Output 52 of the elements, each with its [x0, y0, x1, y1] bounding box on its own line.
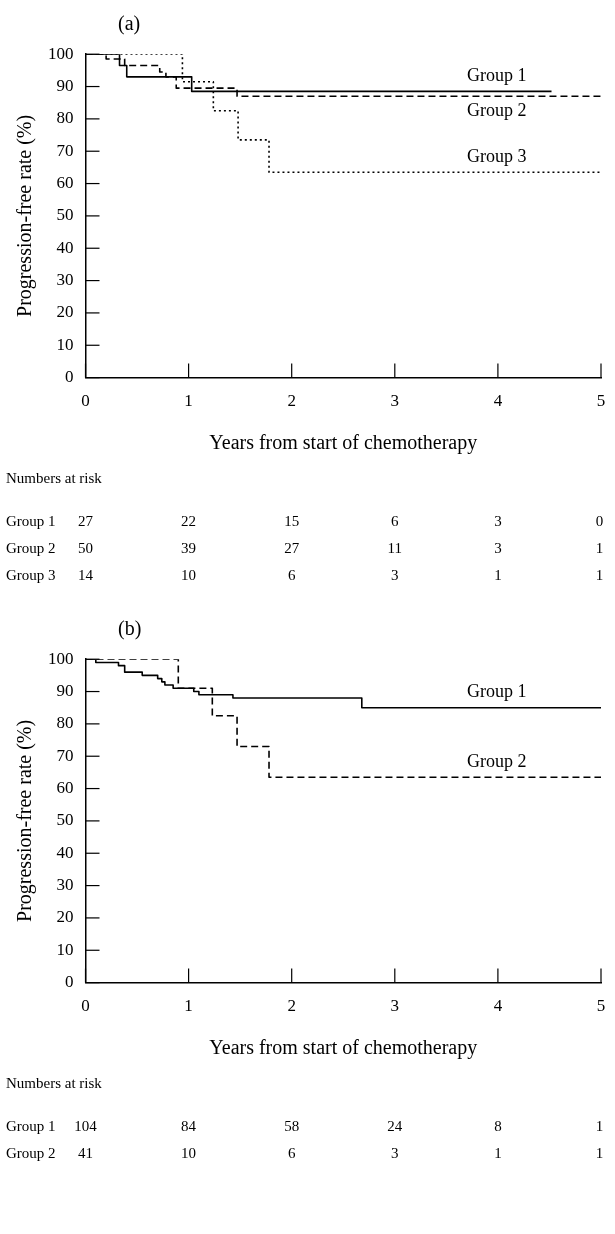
chart-title: (b) — [118, 617, 142, 640]
y-tick-label: 60 — [56, 778, 74, 798]
x-tick-label: 2 — [287, 391, 296, 411]
y-tick-label: 30 — [56, 875, 74, 895]
y-tick-label: 90 — [56, 681, 74, 701]
y-tick-label: 40 — [56, 237, 74, 257]
y-tick-label: 10 — [56, 334, 74, 354]
y-tick-label: 100 — [48, 43, 74, 63]
y-tick-label: 70 — [56, 745, 74, 765]
y-tick-label: 30 — [56, 270, 74, 290]
x-tick-label: 1 — [184, 391, 193, 411]
y-tick-label: 70 — [56, 140, 74, 160]
x-tick-label: 3 — [390, 391, 400, 411]
y-tick-label: 0 — [65, 972, 74, 992]
x-tick-label: 5 — [596, 391, 606, 411]
x-tick-label: 0 — [81, 996, 90, 1016]
y-tick-label: 60 — [56, 173, 74, 193]
x-axis-title: Years from start of chemotherapy — [209, 1036, 478, 1060]
text: Group 3 14 10 6 3 1 1 — [6, 567, 604, 583]
series-label: Group 1 — [466, 65, 527, 86]
x-tick-label: 2 — [287, 996, 296, 1016]
y-tick-label: 100 — [48, 648, 74, 668]
y-axis-title: Progression-free rate (%) — [13, 719, 37, 922]
x-tick-label: 4 — [493, 996, 503, 1016]
x-tick-label: 5 — [596, 996, 606, 1016]
y-tick-label: 0 — [65, 367, 74, 387]
y-axis-title: Progression-free rate (%) — [13, 114, 37, 317]
y-tick-label: 20 — [56, 302, 74, 322]
series-label: Group 2 — [466, 99, 527, 120]
y-tick-label: 50 — [56, 810, 74, 830]
y-tick-label: 20 — [56, 907, 74, 927]
series-label: Group 1 — [466, 681, 527, 702]
text: Group 1 104 84 58 24 8 1 — [6, 1118, 604, 1134]
y-tick-label: 80 — [56, 713, 74, 733]
y-tick-label: 10 — [56, 939, 74, 959]
series-label: Group 3 — [466, 145, 527, 166]
x-tick-label: 0 — [81, 391, 90, 411]
x-tick-label: 1 — [184, 996, 193, 1016]
text: Group 1 27 22 15 6 3 0 — [6, 513, 604, 529]
y-tick-label: 50 — [56, 205, 74, 225]
text: Numbers at risk — [6, 1075, 102, 1092]
series-label: Group 2 — [466, 750, 527, 771]
x-tick-label: 3 — [390, 996, 400, 1016]
chart-title: (a) — [118, 12, 141, 35]
y-tick-label: 90 — [56, 76, 74, 96]
text: Numbers at risk — [6, 470, 102, 487]
text: Group 2 41 10 6 3 1 1 — [6, 1145, 604, 1161]
x-axis-title: Years from start of chemotherapy — [209, 431, 478, 455]
y-tick-label: 80 — [56, 108, 74, 128]
x-tick-label: 4 — [493, 391, 503, 411]
y-tick-label: 40 — [56, 842, 74, 862]
text: Group 2 50 39 27 11 3 1 — [6, 540, 604, 556]
